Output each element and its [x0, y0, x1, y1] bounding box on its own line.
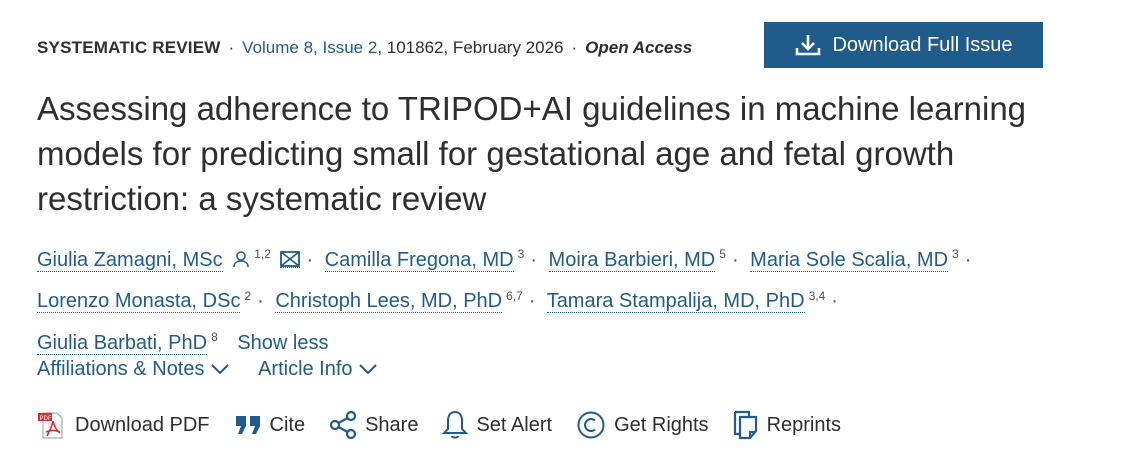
affiliation-sup: 3: [517, 247, 525, 261]
author-link[interactable]: Giulia Barbati, PhD: [37, 331, 208, 355]
set-alert-label: Set Alert: [476, 413, 553, 436]
get-rights-button[interactable]: Get Rights: [576, 410, 709, 440]
article-toolbar: PDF Download PDF Cite Share Set Alert Get…: [37, 410, 841, 440]
article-info-label: Article Info: [258, 358, 353, 380]
cite-button[interactable]: Cite: [234, 410, 306, 440]
download-pdf-button[interactable]: PDF Download PDF: [37, 410, 210, 440]
author-link[interactable]: Camilla Fregona, MD: [324, 248, 514, 272]
author-link[interactable]: Lorenzo Monasta, DSc: [37, 290, 241, 314]
share-label: Share: [365, 413, 419, 436]
download-full-issue-button[interactable]: Download Full Issue: [764, 22, 1043, 68]
affiliations-label: Affiliations & Notes: [37, 358, 205, 380]
author-link[interactable]: Tamara Stampalija, MD, PhD: [546, 290, 805, 314]
affiliation-sup: 3,4: [808, 288, 826, 303]
author-link[interactable]: Maria Sole Scalia, MD: [750, 248, 949, 272]
separator: ·: [571, 38, 578, 57]
author-link[interactable]: Giulia Zamagni, MSc: [37, 248, 223, 272]
author-list: Giulia Zamagni, MSc 1,2 · Camilla Fregon…: [37, 236, 1097, 361]
email-icon[interactable]: [280, 250, 301, 268]
bell-icon: [442, 410, 469, 440]
reprints-label: Reprints: [766, 413, 842, 436]
open-access-label: Open Access: [585, 38, 693, 57]
svg-text:PDF: PDF: [40, 416, 52, 422]
separator: ·: [306, 248, 314, 271]
affiliation-sup: 3: [952, 247, 959, 261]
set-alert-button[interactable]: Set Alert: [442, 410, 552, 440]
affiliations-toggle[interactable]: Affiliations & Notes: [37, 358, 230, 381]
reprints-button[interactable]: Reprints: [733, 410, 841, 440]
author-link[interactable]: Christoph Lees, MD, PhD: [275, 290, 503, 314]
chevron-down-icon: [210, 363, 230, 375]
article-meta: SYSTEMATIC REVIEW · Volume 8, Issue 2, 101…: [37, 38, 692, 58]
affiliation-sup: 8: [211, 330, 218, 345]
info-toggles: Affiliations & Notes Article Info: [37, 358, 378, 381]
affiliation-sup: 1,2: [254, 247, 271, 261]
author-link[interactable]: Moira Barbieri, MD: [548, 248, 716, 272]
article-type: SYSTEMATIC REVIEW: [37, 38, 221, 57]
person-icon[interactable]: [232, 250, 250, 268]
share-icon: [329, 411, 357, 439]
separator: ·: [228, 38, 235, 57]
download-full-issue-label: Download Full Issue: [832, 33, 1013, 56]
affiliation-sup: 2: [244, 288, 252, 303]
affiliation-sup: 5: [719, 247, 726, 261]
pdf-icon: PDF: [37, 410, 67, 440]
show-less-button[interactable]: Show less: [237, 331, 329, 354]
separator: ·: [831, 290, 838, 313]
volume-link[interactable]: Volume 8, Issue 2: [242, 38, 378, 57]
separator: ·: [964, 248, 972, 271]
separator: ·: [731, 248, 739, 271]
article-info-toggle[interactable]: Article Info: [258, 358, 378, 381]
separator: ·: [257, 290, 264, 313]
article-date: , 101862, February 2026: [377, 38, 564, 57]
download-pdf-label: Download PDF: [75, 413, 210, 436]
chevron-down-icon: [358, 363, 378, 375]
cite-label: Cite: [269, 413, 306, 436]
quote-icon: [234, 413, 262, 437]
download-icon: [794, 33, 822, 57]
separator: ·: [528, 290, 536, 313]
affiliation-sup: 6,7: [506, 288, 523, 303]
reprints-icon: [733, 410, 759, 440]
separator: ·: [530, 248, 537, 271]
share-button[interactable]: Share: [329, 410, 418, 440]
get-rights-label: Get Rights: [614, 413, 709, 436]
article-title: Assessing adherence to TRIPOD+AI guideli…: [37, 90, 1027, 217]
copyright-icon: [576, 410, 606, 440]
